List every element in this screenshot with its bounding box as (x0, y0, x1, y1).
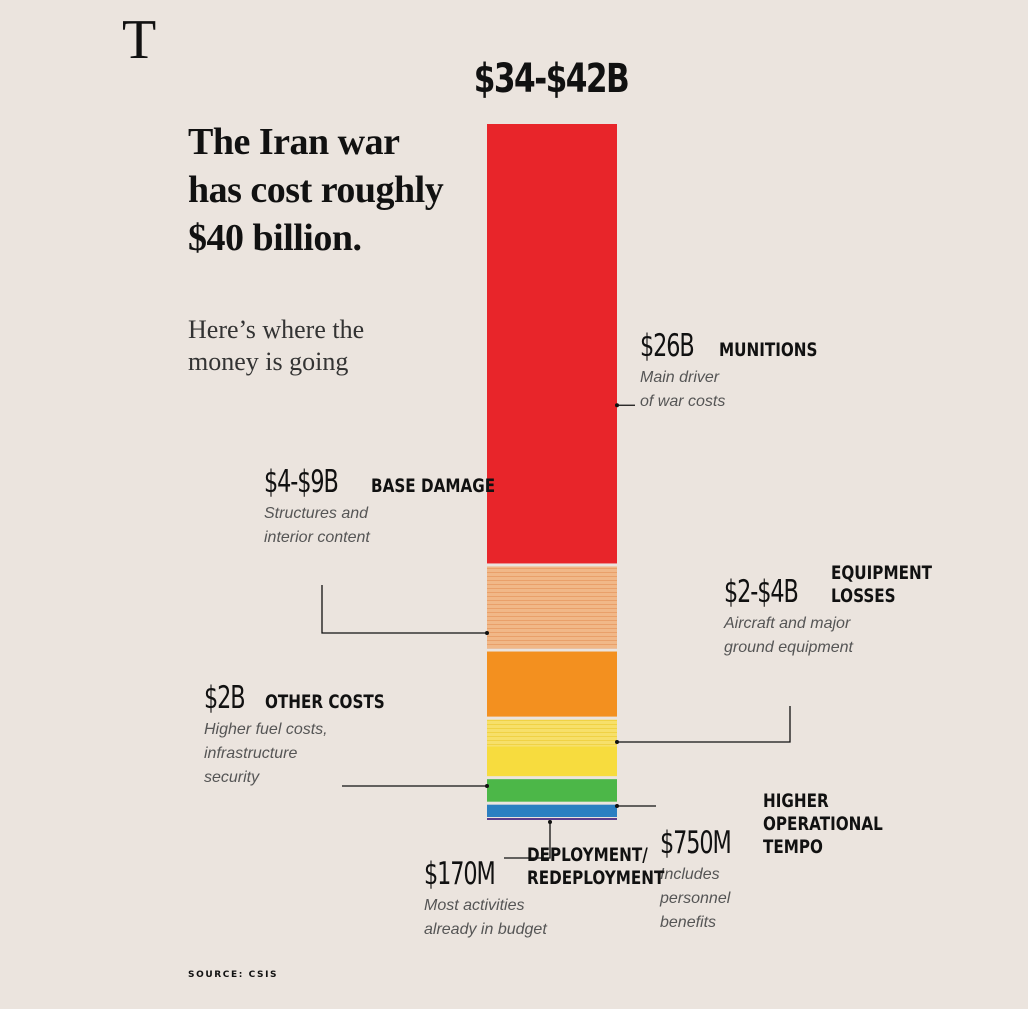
munitions-desc: Main driver of war costs (640, 369, 726, 410)
base-damage-name: BASE DAMAGE (370, 475, 495, 497)
leader-dot (615, 740, 619, 744)
label-other-costs: $2B OTHER COSTS Higher fuel costs, infra… (204, 680, 414, 790)
headline: The Iran war has cost roughly $40 billio… (188, 121, 444, 259)
bar-segment-deployment (487, 804, 617, 817)
leader-dot (615, 403, 619, 408)
leader-equipment-losses (617, 706, 791, 743)
bar-segment-other-costs-range (487, 719, 617, 747)
bar-segment-equipment-losses (487, 651, 617, 717)
leader-deployment (504, 822, 551, 859)
operational-tempo-value: $750M (660, 825, 732, 861)
label-base-damage: $4-$9B BASE DAMAGE Structures and interi… (264, 464, 526, 550)
operational-tempo-name: HIGHER OPERATIONAL TEMPO (762, 790, 883, 858)
bar-segment-base-damage (487, 566, 617, 649)
leader-dot (615, 804, 619, 808)
base-damage-desc: Structures and interior content (264, 505, 370, 546)
other-costs-value: $2B (204, 680, 246, 716)
munitions-name: MUNITIONS (718, 339, 818, 361)
base-damage-value: $4-$9B (264, 464, 339, 500)
equipment-losses-value: $2-$4B (724, 574, 799, 610)
deployment-value: $170M (424, 856, 496, 892)
bar-segment-other-costs (487, 746, 617, 777)
label-operational-tempo: $750M HIGHER OPERATIONAL TEMPO Includes … (660, 786, 912, 935)
equipment-losses-desc: Aircraft and major ground equipment (724, 615, 853, 656)
total-cost-label: $34-$42B (473, 56, 630, 102)
label-equipment-losses: $2-$4B EQUIPMENT LOSSES Aircraft and maj… (724, 558, 957, 660)
deployment-name: DEPLOYMENT/ REDEPLOYMENT (526, 844, 664, 889)
label-deployment: $170M DEPLOYMENT/ REDEPLOYMENT Most acti… (424, 840, 698, 942)
bar-segment-munitions (487, 124, 617, 564)
leader-base-damage (321, 585, 487, 634)
publisher-logo: T (122, 9, 157, 71)
leader-dot (485, 631, 489, 635)
bar-segment-operational-tempo (487, 779, 617, 802)
source-note: SOURCE: CSIS (188, 970, 279, 980)
other-costs-desc: Higher fuel costs, infrastructure securi… (204, 721, 328, 786)
equipment-losses-name: EQUIPMENT LOSSES (830, 562, 932, 607)
label-munitions: $26B MUNITIONS Main driver of war costs (640, 328, 842, 414)
deployment-desc: Most activities already in budget (424, 897, 547, 938)
leader-dot (485, 784, 489, 788)
bar-segment-baseline (487, 818, 617, 820)
munitions-value: $26B (640, 328, 695, 364)
other-costs-name: OTHER COSTS (264, 691, 385, 713)
leader-dot (548, 820, 552, 824)
subheadline: Here’s where the money is going (188, 315, 365, 376)
operational-tempo-desc: Includes personnel benefits (660, 866, 731, 931)
